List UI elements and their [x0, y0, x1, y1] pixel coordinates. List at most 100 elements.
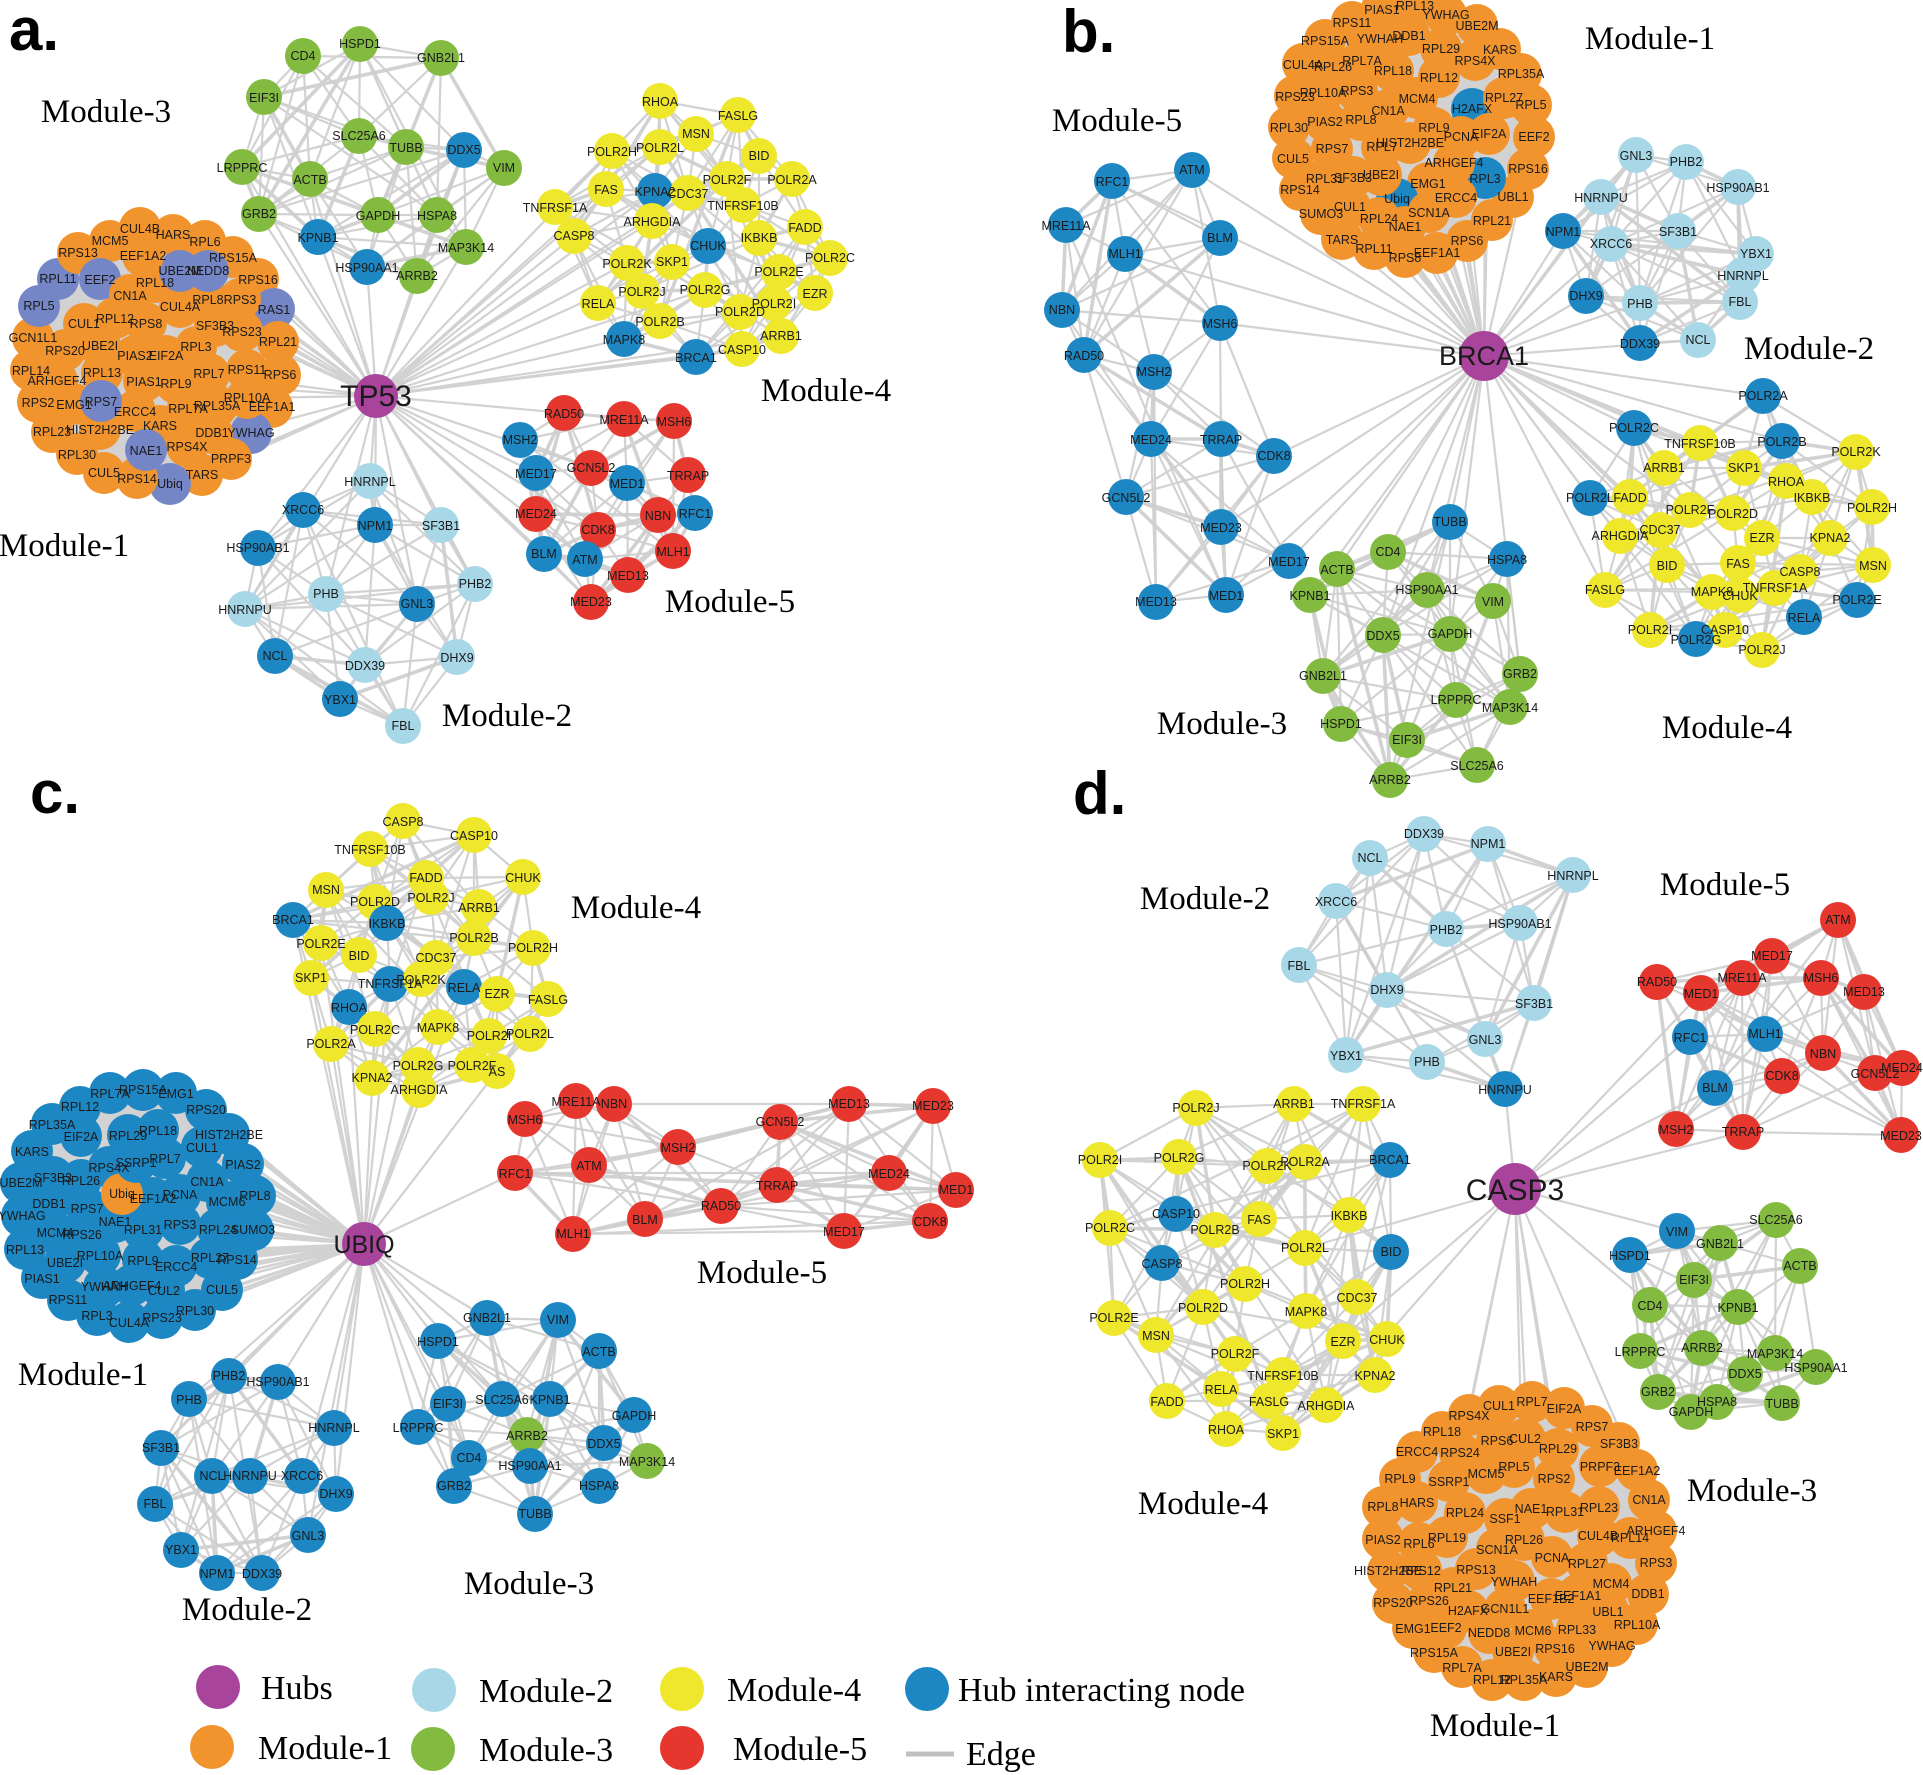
svg-text:EEF1B2: EEF1B2: [1528, 1592, 1575, 1606]
svg-text:Module-1: Module-1: [1585, 21, 1715, 57]
svg-text:ACTB: ACTB: [293, 173, 326, 187]
svg-text:EMG1: EMG1: [158, 1087, 193, 1101]
svg-text:BRCA1: BRCA1: [675, 351, 717, 365]
svg-text:POLR2C: POLR2C: [1085, 1221, 1135, 1235]
svg-text:Module-3: Module-3: [1157, 706, 1287, 742]
svg-text:NPM1: NPM1: [1471, 837, 1506, 851]
svg-text:RPL18: RPL18: [1374, 64, 1412, 78]
svg-text:ARRB1: ARRB1: [458, 901, 500, 915]
svg-text:HSPD1: HSPD1: [417, 1335, 459, 1349]
svg-text:Module-4: Module-4: [1662, 710, 1792, 746]
svg-text:DDX5: DDX5: [587, 1437, 620, 1451]
svg-text:RPL10A: RPL10A: [1300, 86, 1347, 100]
svg-text:MSH6: MSH6: [1804, 971, 1839, 985]
svg-text:SF3B1: SF3B1: [1515, 997, 1553, 1011]
svg-text:TNFRSF1A: TNFRSF1A: [1331, 1097, 1396, 1111]
svg-text:MED23: MED23: [1880, 1129, 1922, 1143]
svg-text:POLR2H: POLR2H: [508, 941, 558, 955]
svg-text:RPL14: RPL14: [12, 364, 50, 378]
svg-text:PIAS2: PIAS2: [1365, 1533, 1400, 1547]
svg-text:TUBB: TUBB: [518, 1507, 551, 1521]
svg-text:CD4: CD4: [1637, 1299, 1662, 1313]
svg-text:CASP8: CASP8: [554, 229, 595, 243]
svg-text:UBE2I: UBE2I: [82, 339, 118, 353]
svg-text:RFC1: RFC1: [1674, 1031, 1707, 1045]
svg-text:CUL4B: CUL4B: [1578, 1529, 1618, 1543]
svg-text:RPS8: RPS8: [1389, 251, 1422, 265]
svg-text:POLR2E: POLR2E: [754, 265, 803, 279]
svg-text:Module-3: Module-3: [464, 1566, 594, 1602]
svg-text:KPNB1: KPNB1: [530, 1393, 571, 1407]
svg-text:HSPA8: HSPA8: [579, 1479, 619, 1493]
svg-text:RPS6: RPS6: [1481, 1434, 1514, 1448]
svg-text:RPL35A: RPL35A: [1498, 67, 1545, 81]
svg-text:TNFRSF10B: TNFRSF10B: [1664, 437, 1736, 451]
svg-text:RPL7: RPL7: [1366, 140, 1397, 154]
svg-text:KARS: KARS: [1483, 43, 1517, 57]
svg-text:ATM: ATM: [572, 553, 597, 567]
svg-text:RPL7: RPL7: [1516, 1395, 1547, 1409]
svg-text:XRCC6: XRCC6: [1315, 895, 1357, 909]
svg-text:EZR: EZR: [1331, 1335, 1356, 1349]
svg-text:EIF3I: EIF3I: [433, 1397, 463, 1411]
svg-text:GRB2: GRB2: [1503, 667, 1537, 681]
svg-text:RPL27: RPL27: [1568, 1557, 1606, 1571]
svg-text:HSP90AB1: HSP90AB1: [246, 1375, 309, 1389]
svg-text:HSPA8: HSPA8: [417, 209, 457, 223]
svg-text:RPL26: RPL26: [1505, 1533, 1543, 1547]
svg-text:CASP8: CASP8: [1780, 565, 1821, 579]
svg-text:RPS11: RPS11: [228, 363, 267, 377]
svg-text:CASP10: CASP10: [1701, 623, 1749, 637]
svg-text:CASP10: CASP10: [1152, 1207, 1200, 1221]
svg-text:TNFRSF10B: TNFRSF10B: [1247, 1369, 1319, 1383]
svg-text:KPNA2: KPNA2: [635, 185, 676, 199]
svg-text:HNRNPL: HNRNPL: [344, 475, 395, 489]
svg-text:HNRNPU: HNRNPU: [223, 1469, 276, 1483]
svg-text:SSRP1: SSRP1: [116, 1156, 157, 1170]
svg-text:Module-4: Module-4: [571, 890, 701, 926]
svg-text:GRB2: GRB2: [1641, 1385, 1675, 1399]
svg-text:RPS2: RPS2: [22, 396, 55, 410]
svg-text:GAPDH: GAPDH: [1428, 627, 1472, 641]
svg-text:POLR2B: POLR2B: [1757, 435, 1806, 449]
svg-text:ARHGDIA: ARHGDIA: [624, 215, 682, 229]
svg-text:Hubs: Hubs: [261, 1670, 333, 1707]
svg-text:RPS20: RPS20: [1373, 1596, 1413, 1610]
svg-text:FADD: FADD: [1150, 1395, 1183, 1409]
svg-text:TNFRSF1A: TNFRSF1A: [1743, 581, 1808, 595]
svg-text:PCNA: PCNA: [1444, 130, 1479, 144]
svg-text:SF3B1: SF3B1: [422, 519, 460, 533]
svg-text:RPL21: RPL21: [1434, 1581, 1472, 1595]
svg-text:FBL: FBL: [392, 719, 415, 733]
svg-text:FBL: FBL: [1288, 959, 1311, 973]
svg-text:BRCA1: BRCA1: [272, 913, 314, 927]
svg-text:ATM: ATM: [1179, 163, 1204, 177]
svg-text:GRB2: GRB2: [242, 207, 276, 221]
svg-text:CHUK: CHUK: [505, 871, 541, 885]
svg-text:Module-2: Module-2: [442, 698, 572, 734]
svg-text:RPL10A: RPL10A: [1614, 1618, 1661, 1632]
svg-text:NAE1: NAE1: [99, 1215, 132, 1229]
svg-text:RPL29: RPL29: [1422, 42, 1460, 56]
svg-text:VIM: VIM: [493, 161, 515, 175]
svg-text:RPS7: RPS7: [71, 1202, 104, 1216]
svg-text:UBL1: UBL1: [1592, 1605, 1623, 1619]
svg-text:RELA: RELA: [582, 297, 615, 311]
svg-text:DHX9: DHX9: [440, 651, 473, 665]
svg-text:YWHAH: YWHAH: [1491, 1575, 1538, 1589]
svg-text:MLH1: MLH1: [556, 1227, 589, 1241]
svg-text:MED1: MED1: [1209, 589, 1244, 603]
svg-text:ARRB2: ARRB2: [1369, 773, 1411, 787]
svg-text:TARS: TARS: [1326, 233, 1358, 247]
svg-text:SSRP1: SSRP1: [1429, 1475, 1470, 1489]
svg-text:RPL18: RPL18: [139, 1124, 177, 1138]
svg-text:CASP3: CASP3: [1466, 1174, 1564, 1207]
svg-text:RPL13: RPL13: [6, 1243, 44, 1257]
svg-text:PHB: PHB: [176, 1393, 202, 1407]
svg-text:ARHGEF4: ARHGEF4: [1424, 156, 1483, 170]
svg-text:Module-1: Module-1: [1430, 1708, 1560, 1744]
svg-text:UBE2M: UBE2M: [0, 1176, 43, 1190]
svg-text:BID: BID: [349, 949, 370, 963]
svg-text:RELA: RELA: [448, 981, 481, 995]
svg-text:ARRB2: ARRB2: [396, 269, 438, 283]
